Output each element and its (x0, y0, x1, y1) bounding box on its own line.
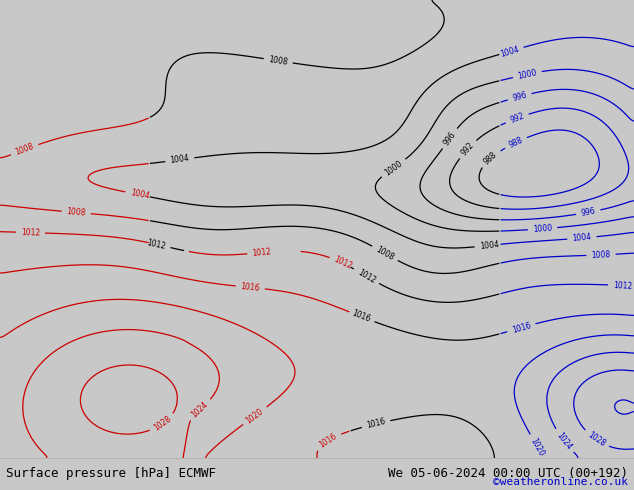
Text: 1008: 1008 (14, 142, 36, 157)
Text: 1008: 1008 (67, 207, 86, 218)
Text: We 05-06-2024 00:00 UTC (00+192): We 05-06-2024 00:00 UTC (00+192) (387, 467, 628, 480)
Text: 1012: 1012 (332, 255, 354, 271)
Text: 1004: 1004 (572, 233, 592, 243)
Text: 1012: 1012 (252, 247, 272, 258)
Text: 1012: 1012 (146, 238, 167, 251)
Text: 996: 996 (512, 90, 528, 103)
Text: 992: 992 (460, 141, 476, 157)
Text: 1008: 1008 (374, 245, 396, 262)
Text: 1012: 1012 (21, 228, 40, 237)
Text: 1024: 1024 (190, 399, 210, 419)
Text: 1028: 1028 (586, 431, 607, 449)
Text: 996: 996 (442, 130, 458, 147)
Text: 1016: 1016 (511, 320, 532, 335)
Text: 1004: 1004 (479, 240, 499, 251)
Text: 1016: 1016 (350, 309, 372, 324)
Text: 1000: 1000 (533, 223, 552, 234)
Text: 988: 988 (482, 150, 499, 167)
Text: 996: 996 (580, 207, 596, 218)
Text: 1008: 1008 (268, 55, 288, 67)
Text: 992: 992 (508, 112, 526, 125)
Text: 1020: 1020 (245, 406, 265, 425)
Text: 1024: 1024 (555, 431, 574, 451)
Text: 1028: 1028 (152, 415, 173, 433)
Text: 1012: 1012 (356, 268, 377, 285)
Text: 1000: 1000 (517, 68, 538, 81)
Text: 1016: 1016 (318, 432, 339, 450)
Text: 1004: 1004 (499, 45, 520, 58)
Text: 1008: 1008 (591, 250, 611, 260)
Text: 1004: 1004 (129, 189, 150, 201)
Text: 1016: 1016 (240, 282, 261, 293)
Text: 1004: 1004 (170, 154, 190, 166)
Text: 1020: 1020 (529, 437, 546, 458)
Text: ©weatheronline.co.uk: ©weatheronline.co.uk (493, 477, 628, 488)
Text: 988: 988 (507, 135, 524, 150)
Text: 1000: 1000 (383, 159, 404, 177)
Text: Surface pressure [hPa] ECMWF: Surface pressure [hPa] ECMWF (6, 467, 216, 480)
Text: 1012: 1012 (613, 281, 632, 291)
Text: 1016: 1016 (366, 417, 387, 430)
